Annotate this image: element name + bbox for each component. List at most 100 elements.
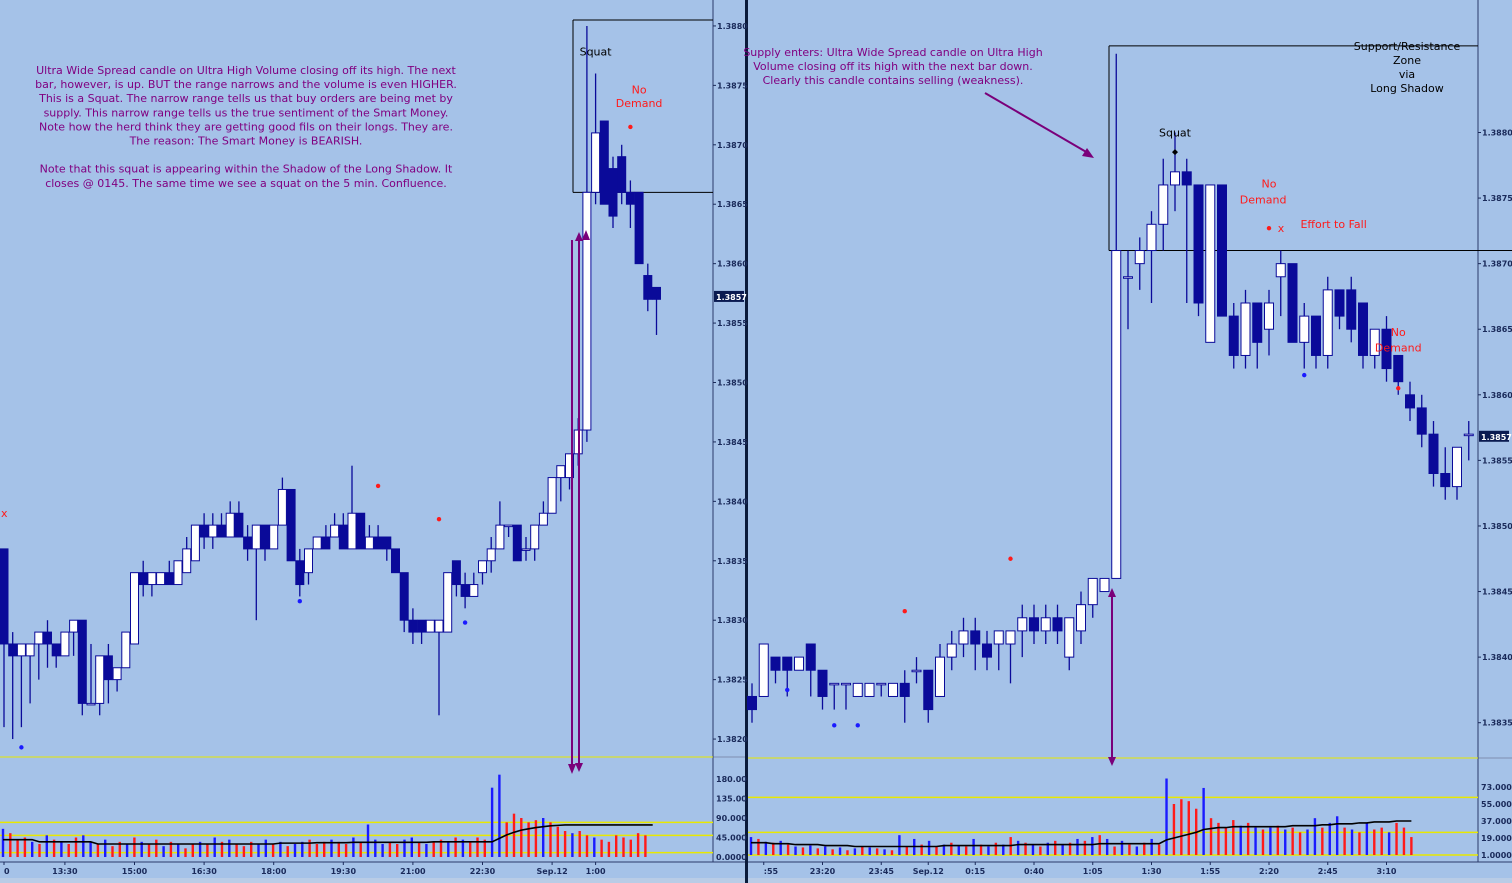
volume-bar-down — [96, 844, 100, 857]
volume-bar-down — [1128, 844, 1131, 855]
candle-down — [634, 191, 644, 265]
candle-down — [512, 524, 522, 562]
price-tick-label: 1.3840 — [1482, 653, 1512, 662]
candle-down — [321, 536, 331, 550]
candle-up — [1322, 289, 1333, 356]
candle-down — [286, 488, 296, 562]
candle-up — [1240, 302, 1251, 356]
volume-bar-up — [1016, 840, 1020, 855]
candle-up — [547, 477, 557, 514]
volume-bar-down — [905, 846, 909, 855]
annotation-line: Clearly this candle contains selling (we… — [763, 74, 1024, 87]
volume-tick-label: 1.0000 — [1481, 851, 1512, 860]
chart-label: No — [1262, 178, 1277, 191]
candle-up — [1452, 446, 1462, 488]
candle-up — [112, 667, 122, 681]
volume-bar-up — [89, 841, 92, 857]
candle-up — [521, 548, 531, 551]
volume-bar-down — [323, 841, 326, 857]
left-price-panel: 1.3880 1.3875 1.3870 1.3865 1.3860 1.3855 1.38… — [0, 0, 748, 883]
volume-bar-up — [425, 844, 428, 857]
price-tick-label: 1.3850 — [717, 379, 748, 388]
candle-down — [356, 512, 366, 550]
volume-bar-up — [162, 846, 165, 857]
candle-up — [758, 643, 769, 697]
volume-bar-up — [1365, 822, 1369, 855]
candle-down — [1311, 315, 1321, 356]
signal-x: x — [1, 507, 8, 520]
volume-bar-down — [1113, 846, 1116, 855]
volume-tick-label: 135.00 — [716, 795, 747, 804]
volume-bar-up — [957, 845, 960, 855]
candle-down — [899, 682, 910, 697]
candle-up — [251, 524, 261, 550]
candle-down — [260, 524, 270, 550]
candle-down — [51, 643, 61, 657]
candle-up — [1111, 250, 1122, 579]
volume-bar-down — [935, 846, 938, 855]
time-tick-label: 19:30 — [331, 867, 357, 876]
candle-up — [582, 191, 592, 431]
volume-moving-average — [751, 820, 1412, 848]
chart-label: Demand — [1240, 193, 1287, 206]
volume-bar-down — [454, 837, 457, 857]
candle-up — [1264, 302, 1274, 330]
chart-label: Squat — [1159, 126, 1192, 139]
candle-up — [1170, 171, 1180, 186]
volume-bar-up — [1306, 829, 1309, 855]
volume-bar-down — [250, 841, 253, 857]
candle-up — [469, 584, 479, 597]
volume-bar-up — [987, 846, 990, 855]
time-tick-label: 0:40 — [1024, 867, 1044, 876]
volume-bar-up — [301, 841, 304, 857]
volume-bar-up — [1335, 816, 1339, 855]
volume-bar-up — [1328, 822, 1331, 855]
candle-down — [747, 695, 757, 711]
volume-tick-label: 37.000 — [1481, 817, 1512, 826]
volume-bar-up — [1150, 838, 1153, 855]
candle-up — [25, 643, 35, 657]
candle-up — [1099, 577, 1110, 593]
chart-label: No — [632, 84, 647, 97]
candle-up — [565, 453, 574, 479]
candle-up — [277, 488, 287, 526]
candle-down — [295, 560, 305, 586]
volume-bar-down — [206, 844, 209, 857]
volume-bar-down — [1039, 846, 1042, 855]
corner-note-line: via — [1399, 68, 1415, 81]
volume-bar-down — [417, 841, 421, 857]
time-tick-label: 16:30 — [191, 867, 217, 876]
annotation-line: Supply enters: Ultra Wide Spread candle … — [743, 46, 1042, 59]
candle-up — [1205, 184, 1216, 343]
volume-bar-down — [235, 844, 238, 857]
price-tick-label: 1.3835 — [717, 557, 748, 566]
volume-bar-up — [60, 841, 63, 857]
volume-bar-down — [1321, 827, 1324, 855]
volume-bar-down — [615, 835, 618, 857]
volume-bar-up — [1254, 827, 1257, 855]
candle-down — [103, 655, 113, 681]
price-tick-label: 1.3855 — [717, 319, 748, 328]
candle-down — [1358, 302, 1368, 356]
candle-up — [1017, 617, 1028, 632]
volume-bar-up — [749, 837, 753, 855]
last-price-label: 1.3857 — [1481, 433, 1512, 442]
annotation-line: Volume closing off its high with the nex… — [753, 60, 1033, 73]
candle-down — [970, 630, 981, 645]
candle-down — [417, 619, 427, 633]
annotation-line: bar, however, is up. BUT the range narro… — [35, 78, 457, 91]
volume-bar-down — [1373, 829, 1376, 855]
volume-bar-down — [337, 841, 340, 857]
volume-bar-down — [1298, 832, 1302, 855]
volume-bar-up — [824, 846, 827, 855]
volume-bar-down — [38, 844, 41, 857]
volume-bar-up — [198, 841, 202, 857]
candle-down — [164, 572, 174, 586]
candle-up — [434, 619, 444, 633]
price-tick-label: 1.3870 — [1482, 260, 1512, 269]
candle-down — [1252, 302, 1263, 343]
volume-bar-up — [927, 840, 931, 855]
signal-dot-red — [1396, 386, 1401, 391]
annotation-line: Note how the herd think they are getting… — [39, 120, 453, 133]
